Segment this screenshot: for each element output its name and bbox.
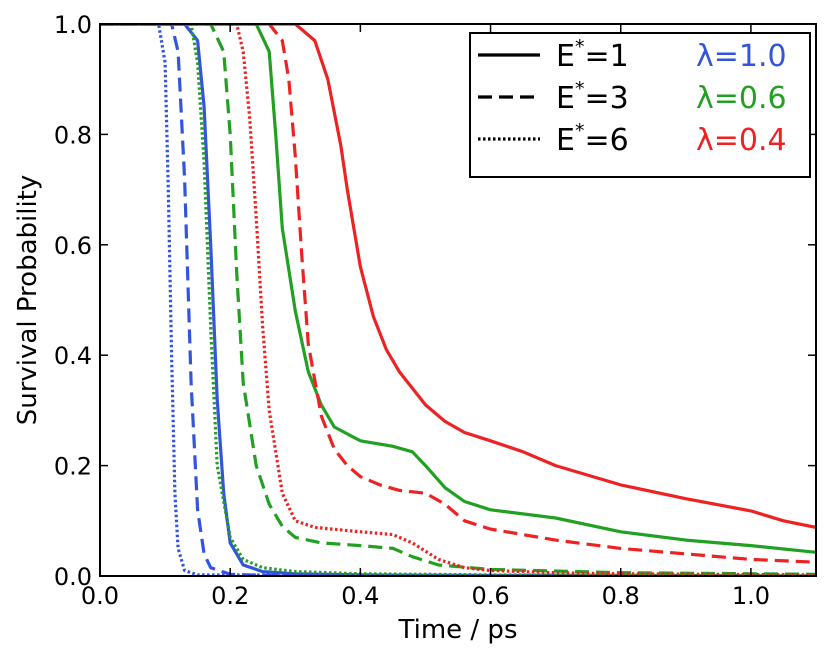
x-tick-label: 0.6 — [471, 582, 509, 610]
y-tick-label: 0.2 — [54, 453, 92, 481]
series-line-3 — [100, 24, 816, 554]
series-line-8 — [100, 24, 816, 576]
legend-box — [469, 32, 811, 178]
x-tick-label: 1.0 — [732, 582, 770, 610]
x-tick-label: 0.2 — [211, 582, 249, 610]
x-tick-label: 0.4 — [341, 582, 379, 610]
axis-ticks: 0.0 0.2 0.4 0.6 0.8 1.0 0.0 0.2 0.4 0.6 0.8 1.0 — [54, 11, 816, 610]
y-tick-label: 1.0 — [54, 11, 92, 39]
legend-lambda-label: λ=0.4 — [696, 123, 787, 158]
legend-label: E*=3 — [556, 78, 629, 116]
plot-frame — [99, 23, 817, 577]
legend-lambda-label: λ=0.6 — [696, 81, 787, 116]
x-axis-label: Time / ps — [398, 615, 518, 645]
legend-label: E*=6 — [556, 120, 629, 158]
x-tick-label: 0.8 — [602, 582, 640, 610]
y-tick-label: 0.4 — [54, 342, 92, 370]
x-tick-label: 0.0 — [81, 582, 119, 610]
y-axis-label: Survival Probability — [13, 175, 43, 426]
legend-label: E*=1 — [556, 36, 629, 74]
y-tick-label: 0.6 — [54, 232, 92, 260]
series-line-4 — [100, 24, 816, 576]
legend-lambda-label: λ=1.0 — [696, 39, 787, 74]
y-tick-label: 0.0 — [54, 563, 92, 591]
series-line-7 — [100, 24, 816, 564]
legend: E*=1 E*=3 E*=6 λ=1.0 λ=0.6 λ=0.4 — [469, 32, 811, 178]
y-tick-label: 0.8 — [54, 121, 92, 149]
series-line-1 — [100, 24, 816, 576]
series-line-6 — [100, 24, 816, 529]
